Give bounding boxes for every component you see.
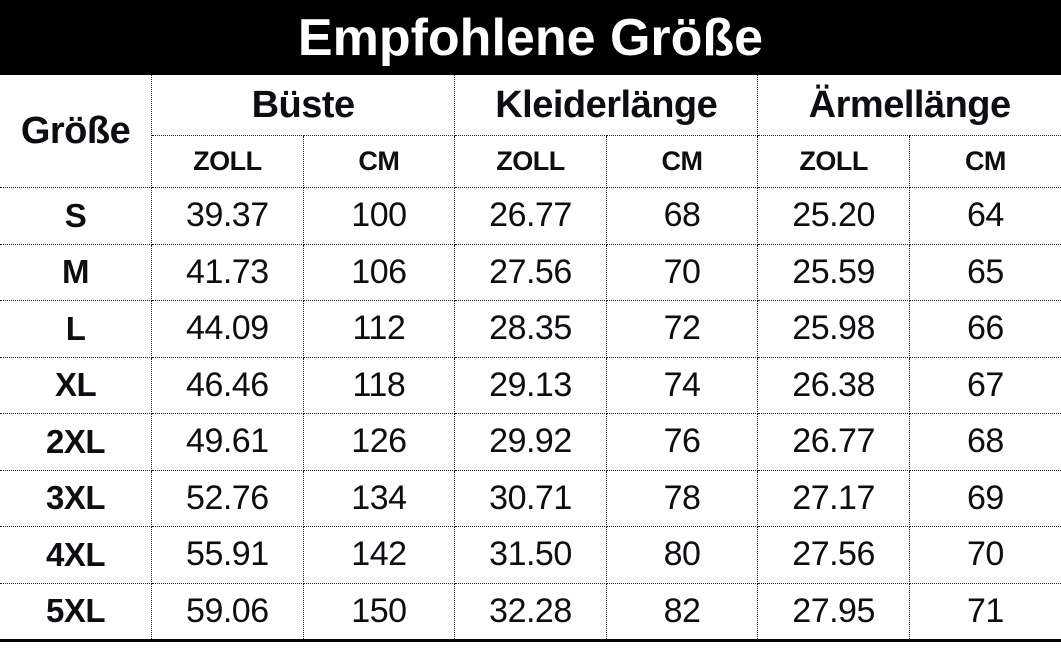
table-cell: 66 [908, 300, 1061, 358]
table-cell: 26.77 [454, 187, 607, 245]
table-cell: 27.56 [454, 243, 607, 301]
table-cell: 29.92 [454, 413, 607, 471]
table-cell: 25.20 [757, 187, 910, 245]
table-cell: 46.46 [151, 356, 304, 414]
table-cell: 59.06 [151, 582, 304, 642]
table-cell: 134 [302, 469, 456, 527]
table-cell: 25.59 [757, 243, 910, 301]
table-cell: 65 [908, 243, 1061, 301]
table-cell: 26.38 [757, 356, 910, 414]
group-header-row: Größe Büste Kleiderlänge Ärmellänge [0, 75, 1061, 188]
table-cell: 67 [908, 356, 1061, 414]
size-label: L [0, 300, 153, 358]
units-header-row: ZOLL CM ZOLL CM ZOLL CM [0, 135, 1061, 188]
table-cell: 31.50 [454, 526, 607, 584]
table-header: Größe Büste Kleiderlänge Ärmellänge ZOLL… [0, 75, 1061, 188]
table-row-l: L 44.09 112 28.35 72 25.98 66 [0, 300, 1061, 358]
unit-header-dress-cm: CM [605, 135, 759, 188]
table-cell: 68 [908, 413, 1061, 471]
table-cell: 27.95 [757, 582, 910, 642]
table-cell: 78 [605, 469, 759, 527]
title-band: Empfohlene Größe [0, 0, 1061, 75]
table-cell: 26.77 [757, 413, 910, 471]
column-header-size: Größe [0, 75, 153, 188]
table-cell: 68 [605, 187, 759, 245]
table-row-xl: XL 46.46 118 29.13 74 26.38 67 [0, 356, 1061, 414]
table-row-2xl: 2XL 49.61 126 29.92 76 26.77 68 [0, 413, 1061, 471]
size-label: M [0, 243, 153, 301]
unit-header-bust-inch: ZOLL [151, 135, 304, 188]
size-label: S [0, 187, 153, 245]
table-row-s: S 39.37 100 26.77 68 25.20 64 [0, 187, 1061, 245]
table-cell: 44.09 [151, 300, 304, 358]
table-cell: 29.13 [454, 356, 607, 414]
page-title: Empfohlene Größe [297, 8, 764, 67]
table-cell: 49.61 [151, 413, 304, 471]
unit-header-sleeve-cm: CM [908, 135, 1061, 188]
size-label: 3XL [0, 469, 153, 527]
table-cell: 70 [605, 243, 759, 301]
table-cell: 39.37 [151, 187, 304, 245]
table-body: S 39.37 100 26.77 68 25.20 64 M 41.73 10… [0, 187, 1061, 642]
table-row-3xl: 3XL 52.76 134 30.71 78 27.17 69 [0, 469, 1061, 527]
table-cell: 100 [302, 187, 456, 245]
size-table: Größe Büste Kleiderlänge Ärmellänge ZOLL… [0, 75, 1061, 642]
table-row-m: M 41.73 106 27.56 70 25.59 65 [0, 243, 1061, 301]
table-cell: 80 [605, 526, 759, 584]
table-cell: 72 [605, 300, 759, 358]
table-cell: 118 [302, 356, 456, 414]
table-cell: 32.28 [454, 582, 607, 642]
table-cell: 28.35 [454, 300, 607, 358]
table-cell: 27.17 [757, 469, 910, 527]
size-label: 2XL [0, 413, 153, 471]
table-cell: 126 [302, 413, 456, 471]
table-cell: 74 [605, 356, 759, 414]
column-group-bust: Büste [151, 75, 456, 136]
size-label: 5XL [0, 582, 153, 642]
unit-header-bust-cm: CM [302, 135, 456, 188]
column-group-dress-length: Kleiderlänge [454, 75, 759, 136]
table-cell: 76 [605, 413, 759, 471]
table-cell: 82 [605, 582, 759, 642]
size-label: XL [0, 356, 153, 414]
table-cell: 150 [302, 582, 456, 642]
table-cell: 71 [908, 582, 1061, 642]
table-cell: 112 [302, 300, 456, 358]
table-cell: 52.76 [151, 469, 304, 527]
column-group-sleeve-length: Ärmellänge [757, 75, 1061, 136]
table-cell: 41.73 [151, 243, 304, 301]
unit-header-sleeve-inch: ZOLL [757, 135, 910, 188]
table-row-4xl: 4XL 55.91 142 31.50 80 27.56 70 [0, 526, 1061, 584]
table-cell: 106 [302, 243, 456, 301]
table-cell: 69 [908, 469, 1061, 527]
table-cell: 30.71 [454, 469, 607, 527]
table-cell: 25.98 [757, 300, 910, 358]
table-cell: 70 [908, 526, 1061, 584]
table-cell: 142 [302, 526, 456, 584]
size-label: 4XL [0, 526, 153, 584]
table-cell: 55.91 [151, 526, 304, 584]
unit-header-dress-inch: ZOLL [454, 135, 607, 188]
table-cell: 64 [908, 187, 1061, 245]
table-cell: 27.56 [757, 526, 910, 584]
table-row-5xl: 5XL 59.06 150 32.28 82 27.95 71 [0, 582, 1061, 642]
